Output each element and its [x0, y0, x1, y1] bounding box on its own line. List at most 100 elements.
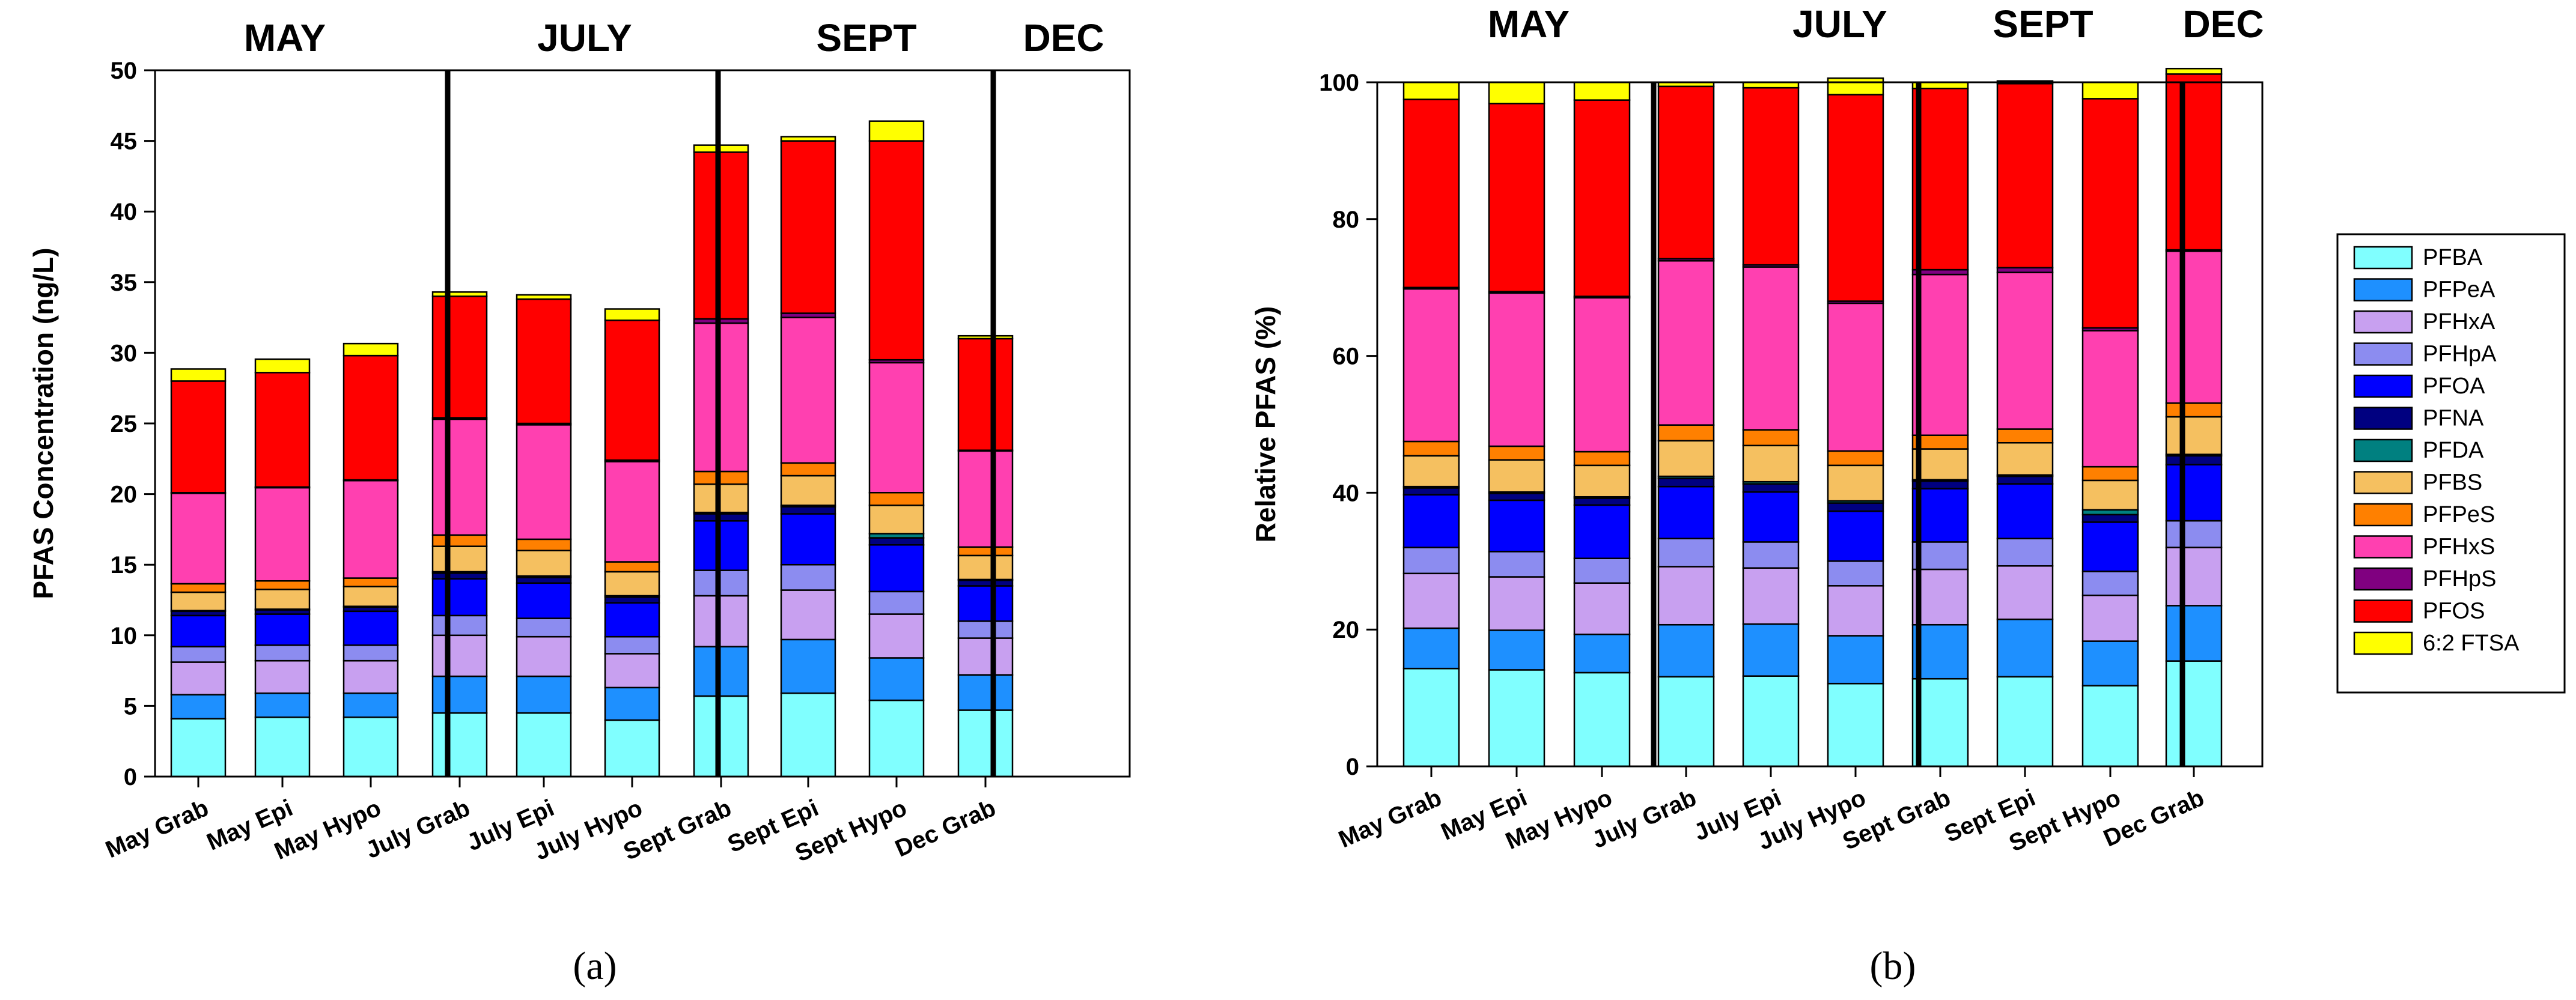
panel-a-bar-sept-epi-pfos	[780, 140, 836, 314]
panel-a-bar-sept-epi-pfoa	[780, 513, 836, 566]
panel-b-bar-july-epi-pfhxs	[1742, 266, 1800, 431]
panel-a-bar-may-epi-pfpes	[254, 580, 311, 590]
panel-b-bar-july-hypo-pfhpa	[1827, 560, 1884, 587]
panel-a-bar-july-grab-pfos	[431, 295, 488, 419]
panel-a-group-label-dec: DEC	[1023, 16, 1104, 59]
panel-a-ytick-label-40: 40	[111, 199, 138, 225]
panel-a-bar-may-epi-pfba	[254, 716, 311, 778]
legend-label-pfna: PFNA	[2423, 406, 2484, 431]
panel-b-bar-sept-epi-pfba	[1996, 676, 2054, 768]
legend-swatch-pfbs	[2353, 471, 2413, 494]
panel-a-bar-sept-hypo-pfpea	[868, 657, 925, 702]
panel-b-bar-sept-grab-pfbs	[1911, 448, 1969, 481]
panel-a-caption: (a)	[573, 944, 617, 988]
panel-b-bar-dec-grab-6-2-ftsa	[2165, 67, 2223, 75]
panel-a-bar-may-hypo-6-2-ftsa	[343, 342, 399, 357]
panel-a-bar-july-grab-pfoa	[431, 578, 488, 617]
panel-b-bar-may-grab-pfhxa	[1402, 572, 1460, 629]
panel-a-bar-july-hypo-pfna	[604, 596, 660, 604]
panel-a-bar-july-grab-6-2-ftsa	[431, 291, 488, 297]
panel-b-ytick-label-60: 60	[1333, 344, 1360, 370]
panel-a-group-label-july: JULY	[537, 16, 632, 59]
panel-a-bar-sept-grab-pfoa	[693, 520, 749, 571]
panel-a-bar-sept-epi-pfbs	[780, 474, 836, 506]
panel-b-bar-july-hypo-pfoa	[1827, 510, 1884, 562]
panel-b-bar-sept-grab-pfoa	[1911, 488, 1969, 543]
legend-label-pfos: PFOS	[2423, 599, 2485, 624]
panel-b-bar-sept-epi-pfbs	[1996, 442, 2054, 476]
panel-a-bar-sept-grab-pfhxs	[693, 322, 749, 473]
panel-b-bar-may-epi-pfna	[1488, 492, 1545, 502]
legend-label-pfpea: PFPeA	[2423, 277, 2495, 303]
panel-a-bar-july-epi-pfhpa	[516, 617, 572, 638]
panel-a-bar-sept-hypo-pfoa	[868, 544, 925, 593]
panel-a-bar-sept-grab-pfhxa	[693, 595, 749, 647]
panel-a-group-label-sept: SEPT	[816, 16, 916, 59]
panel-a-bar-sept-hypo-pfos	[868, 140, 925, 361]
panel-b-bar-sept-epi-pfhxa	[1996, 565, 2054, 620]
panel-a-ytick-label-5: 5	[124, 693, 137, 720]
panel-a-bar-july-hypo-pfos	[604, 320, 660, 461]
legend-label-pfhxa: PFHxA	[2423, 309, 2495, 335]
panel-a-bar-may-grab-pfba	[170, 718, 227, 778]
panel-b-ytick-label-100: 100	[1319, 70, 1359, 96]
panel-b-bar-july-epi-pfna	[1742, 483, 1800, 493]
panel-a-bar-sept-grab-pfpea	[693, 646, 749, 697]
panel-b-ytick-label-0: 0	[1346, 754, 1359, 780]
panel-b-bar-may-grab-6-2-ftsa	[1402, 81, 1460, 100]
panel-a-bar-july-hypo-pfpes	[604, 561, 660, 573]
panel-a-ytick-label-50: 50	[111, 58, 138, 84]
panel-b-bar-may-hypo-pfoa	[1573, 504, 1631, 559]
panel-a-bar-sept-grab-pfos	[693, 151, 749, 320]
legend-label-pfhpa: PFHpA	[2423, 342, 2497, 367]
panel-a-bar-dec-grab-pfpea	[957, 674, 1014, 711]
legend-label-pfda: PFDA	[2423, 438, 2484, 463]
panel-b-bar-may-epi-pfhxa	[1488, 576, 1545, 631]
panel-a-bar-may-epi-pfhxs	[254, 486, 311, 582]
panel-a-bar-july-hypo-pfhpa	[604, 635, 660, 655]
panel-b-bar-july-hypo-pfos	[1827, 94, 1884, 302]
panel-a-bar-may-grab-6-2-ftsa	[170, 368, 227, 382]
panel-b-bar-july-epi-pfpes	[1742, 429, 1800, 447]
panel-a-bar-sept-hypo-pfhpa	[868, 590, 925, 615]
panel-a-ytick-label-0: 0	[124, 764, 137, 790]
panel-b-bar-sept-epi-pfna	[1996, 475, 2054, 485]
panel-b-bar-july-epi-pfhpa	[1742, 541, 1800, 569]
panel-a-bar-may-hypo-pfoa	[343, 610, 399, 646]
panel-a-bar-sept-grab-pfhpa	[693, 569, 749, 597]
panel-b-bar-dec-grab-pfhxs	[2165, 250, 2223, 404]
panel-a-xtick-label-may-grab: May Grab	[102, 795, 212, 863]
panel-a-bar-july-hypo-pfhxs	[604, 461, 660, 563]
panel-b-bar-sept-epi-pfoa	[1996, 483, 2054, 539]
panel-a-bar-july-epi-pfbs	[516, 550, 572, 577]
panel-a-bar-may-hypo-pfba	[343, 716, 399, 778]
panel-a-bar-sept-epi-pfba	[780, 692, 836, 778]
panel-a-bar-dec-grab-pfhxa	[957, 637, 1014, 676]
panel-a-bar-july-hypo-pfba	[604, 719, 660, 778]
panel-a-bar-may-grab-pfbs	[170, 591, 227, 611]
panel-a-bar-may-grab-pfhxs	[170, 492, 227, 585]
panel-b-bar-sept-epi-pfhxs	[1996, 271, 2054, 430]
legend-swatch-pfoa	[2353, 374, 2413, 398]
panel-b-bar-sept-epi-pfos	[1996, 83, 2054, 268]
panel-a-bar-sept-epi-pfpes	[780, 462, 836, 477]
panel-b-ytick-label-40: 40	[1333, 480, 1360, 506]
panel-b-bar-dec-grab-pfba	[2165, 660, 2223, 768]
panel-a-ytick-label-20: 20	[111, 482, 138, 508]
panel-a-bar-sept-hypo-pfhxa	[868, 613, 925, 659]
panel-b-bar-may-grab-pfhpa	[1402, 547, 1460, 575]
panel-b-bar-dec-grab-pfhpa	[2165, 520, 2223, 548]
panel-a-bar-dec-grab-6-2-ftsa	[957, 335, 1014, 340]
panel-a-bar-may-epi-pfpea	[254, 692, 311, 718]
panel-b-ytick-label-80: 80	[1333, 207, 1360, 233]
panel-a-bar-may-grab-pfpea	[170, 694, 227, 720]
panel-a-bar-dec-grab-pfba	[957, 709, 1014, 778]
panel-b-group-label-july: JULY	[1792, 2, 1887, 46]
panel-a-bar-may-epi-pfhxa	[254, 659, 311, 694]
legend-swatch-pfba	[2353, 246, 2413, 270]
panel-a-ytick-label-25: 25	[111, 411, 138, 437]
panel-b-bar-july-grab-pfba	[1657, 676, 1715, 768]
panel-a-ytick-label-35: 35	[111, 270, 138, 296]
panel-b-bar-may-epi-pfhxs	[1488, 292, 1545, 447]
panel-a-bar-sept-epi-pfna	[780, 506, 836, 515]
